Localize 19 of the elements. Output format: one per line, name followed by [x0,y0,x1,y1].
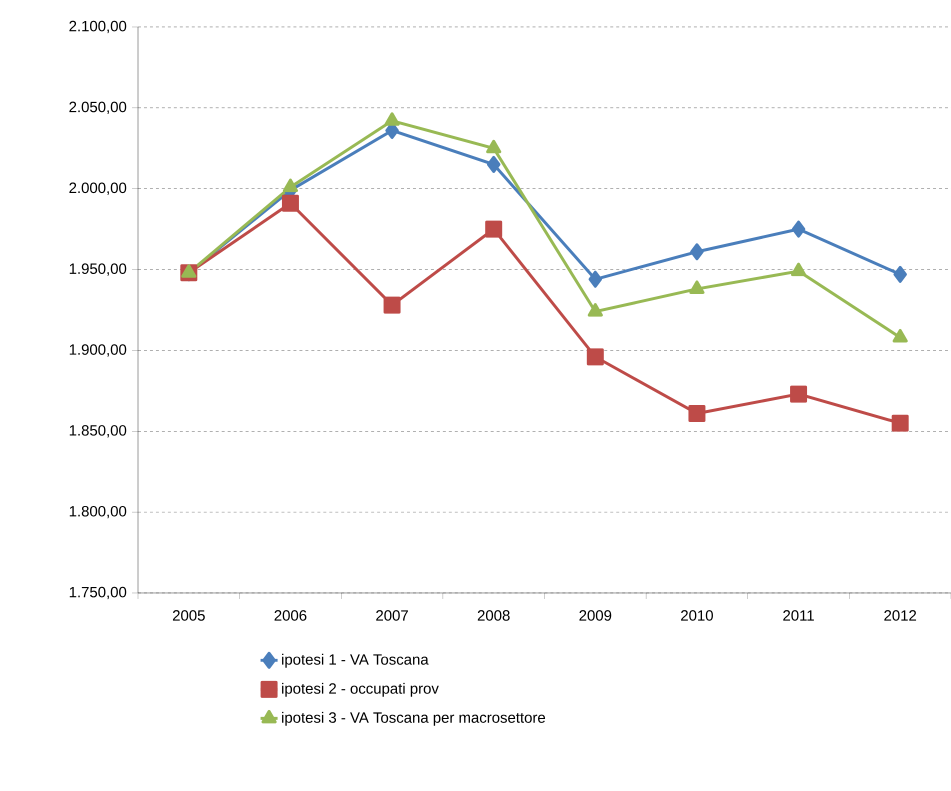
y-tick-label: 1.950,00 [70,263,126,276]
x-tick-label: 2008 [478,610,510,621]
x-tick-label: 2006 [274,610,306,621]
legend-label: ipotesi 3 - VA Toscana per macrosettore [282,712,546,726]
x-tick-label: 2012 [884,610,916,621]
x-tick-label: 2009 [579,610,612,621]
y-tick-label: 1.800,00 [70,506,126,518]
x-tick-label: 2007 [376,610,408,621]
legend-label: ipotesi 2 - occupati prov [282,682,439,697]
y-tick-label: 2.100,00 [69,20,126,34]
y-tick-label: 1.750,00 [70,586,126,600]
y-tick-label: 1.850,00 [70,425,126,438]
y-tick-label: 2.050,00 [69,102,126,114]
legend-label: ipotesi 1 - VA Toscana [282,654,429,668]
x-tick-label: 2005 [172,610,205,621]
y-tick-label: 1.900,00 [70,344,126,357]
y-tick-label: 2.000,00 [69,182,126,195]
x-tick-label: 2011 [783,610,814,621]
x-tick-label: 2010 [681,610,713,621]
